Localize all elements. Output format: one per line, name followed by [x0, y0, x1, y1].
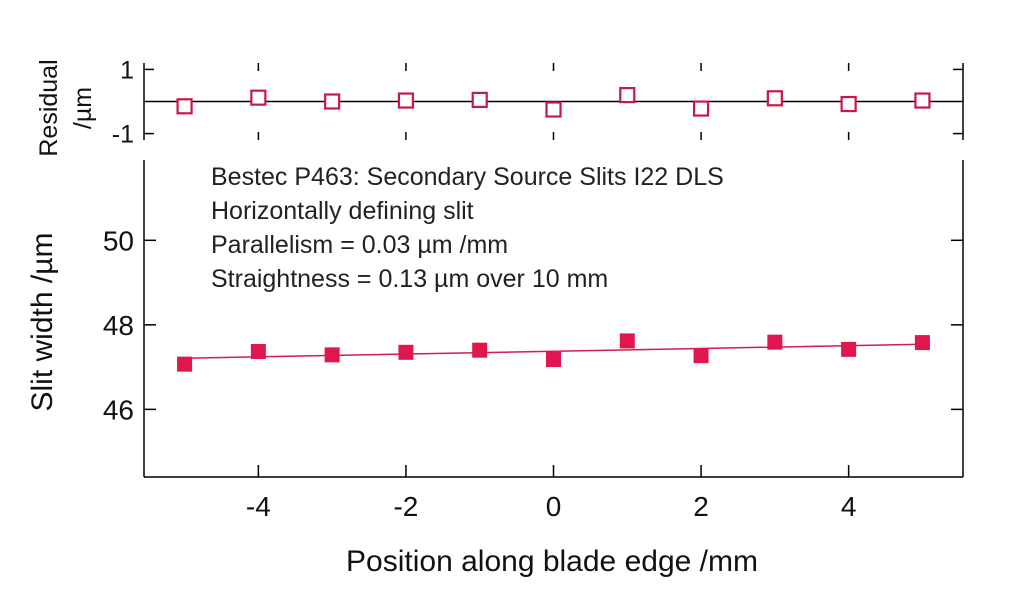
residual-ylabel-line1: Residual: [35, 59, 63, 156]
residual-ytick-label: 1: [120, 56, 134, 84]
main-ytick-label: 50: [103, 225, 134, 256]
residual-panel: 1 -1 Residual /µm: [35, 56, 964, 157]
data-point: [767, 334, 783, 350]
data-point: [914, 335, 930, 351]
residual-point: [545, 101, 562, 118]
main-ytick-label: 46: [103, 394, 134, 425]
residual-point: [619, 86, 636, 104]
residual-point: [766, 90, 783, 107]
residual-ylabel-line2: /µm: [69, 87, 97, 129]
annotation-slit-type: Horizontally defining slit: [211, 197, 474, 225]
residual-point: [840, 95, 857, 113]
data-point: [546, 351, 561, 367]
xtick-label: 0: [546, 491, 562, 522]
xtick-label: 2: [693, 491, 709, 522]
residual-point: [250, 89, 267, 106]
data-point: [472, 342, 488, 358]
main-panel: 46 48 50 -4 -2 0 2 4 Bestec P463: Secondary Sou…: [26, 160, 964, 578]
xlabel: Position along blade edge /mm: [346, 545, 758, 578]
xtick-label: -4: [246, 491, 271, 522]
data-point: [398, 344, 414, 360]
data-point: [619, 333, 635, 349]
xtick-label: 4: [841, 491, 857, 522]
main-ytick-label: 48: [103, 310, 134, 341]
residual-point: [471, 91, 488, 108]
residual-point: [692, 100, 710, 117]
annotation-parallelism: Parallelism = 0.03 µm /mm: [211, 231, 508, 259]
residual-point: [176, 98, 193, 115]
residual-point: [914, 92, 931, 109]
residual-ytick-label: -1: [112, 121, 134, 149]
data-point: [250, 343, 266, 359]
annotation-straightness: Straightness = 0.13 µm over 10 mm: [211, 265, 608, 293]
main-ylabel: Slit width /µm: [26, 233, 59, 412]
data-point: [693, 348, 709, 364]
data-point: [324, 347, 340, 363]
annotation-title: Bestec P463: Secondary Source Slits I22 …: [211, 163, 724, 191]
residual-point: [324, 93, 341, 110]
data-point: [841, 341, 857, 357]
fit-line: [184, 343, 923, 359]
xtick-label: -2: [393, 491, 418, 522]
data-point: [177, 356, 193, 372]
residual-point: [397, 92, 415, 109]
